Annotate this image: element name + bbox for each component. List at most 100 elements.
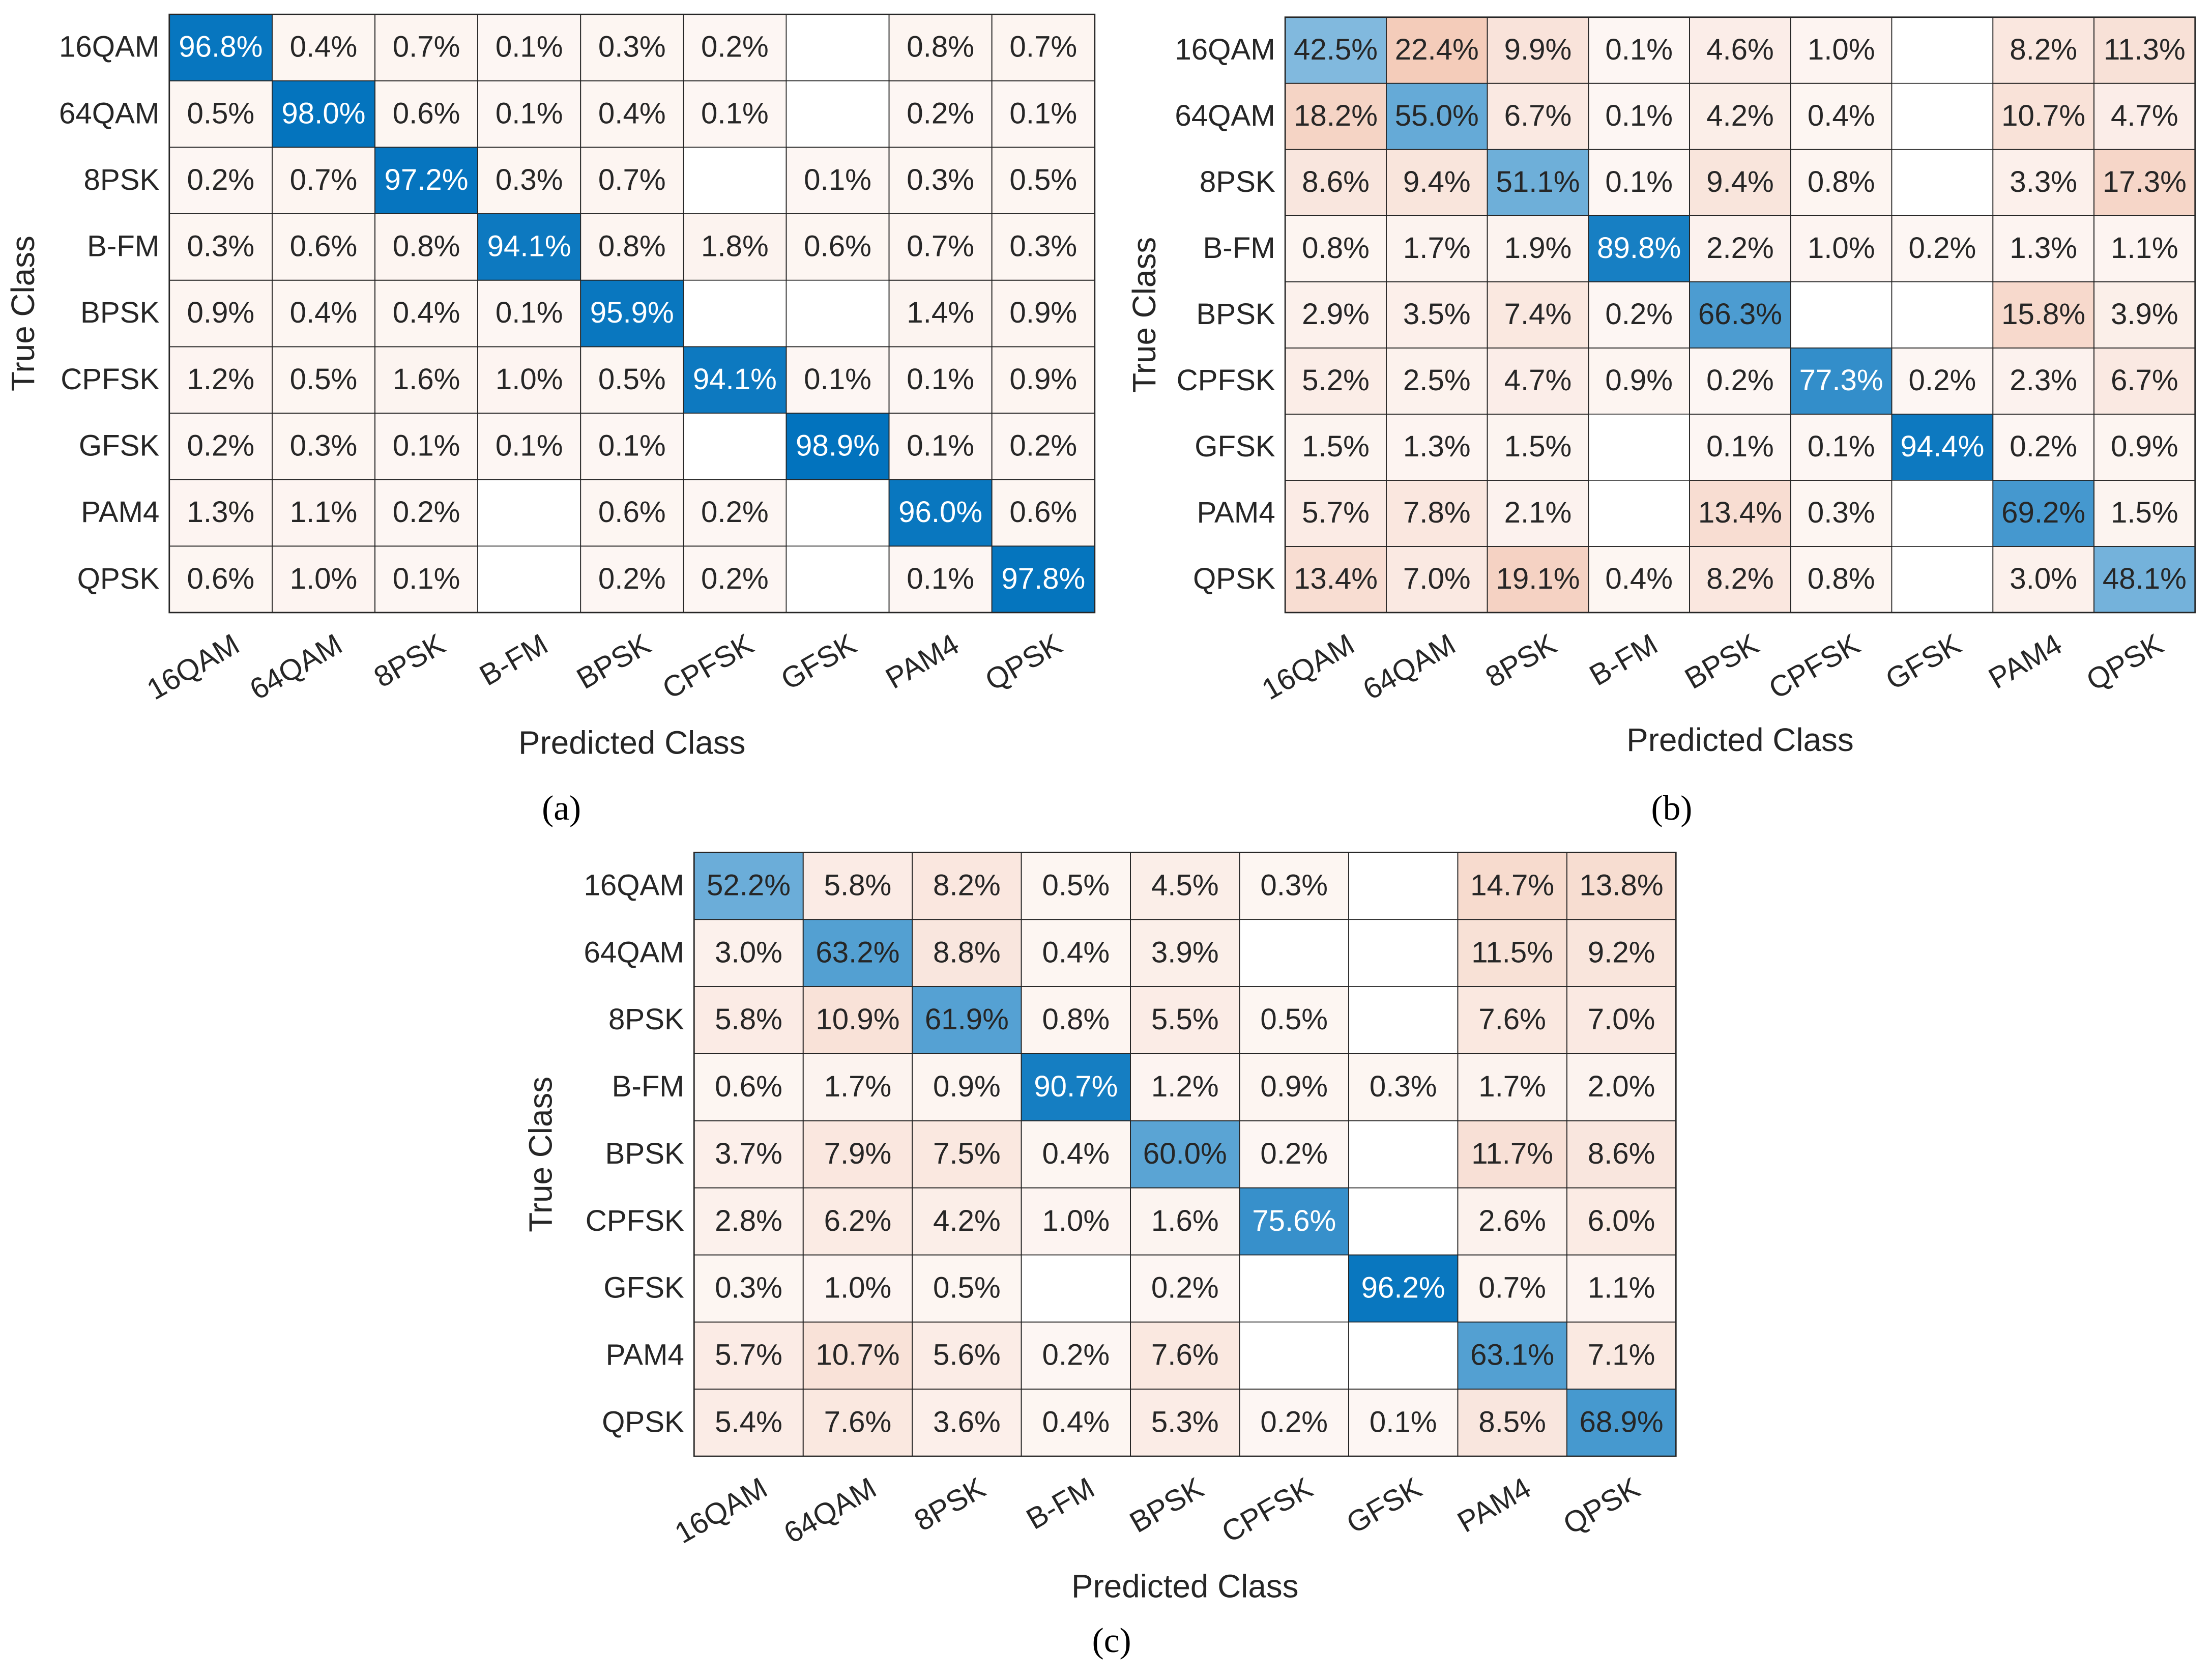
cell: [1487, 149, 1589, 216]
cell-label: 10.7%: [2001, 99, 2085, 132]
x-tick-label: BPSK: [1124, 1471, 1209, 1539]
cell: [1021, 1120, 1131, 1189]
empty-cell: [1891, 281, 1994, 349]
cell: [1487, 546, 1589, 613]
cell: [1689, 546, 1791, 613]
cell-label: 98.9%: [796, 429, 880, 462]
empty-cell: [785, 279, 890, 348]
cell-label: 0.6%: [804, 230, 871, 263]
empty-cell: [1348, 919, 1459, 987]
cell-label: 0.1%: [1605, 99, 1673, 132]
cell-label: 48.1%: [2103, 562, 2187, 595]
cell-label: 0.4%: [1042, 936, 1110, 969]
cell: [1487, 82, 1589, 150]
cell: [1992, 215, 2094, 282]
cell-label: 5.8%: [824, 869, 892, 902]
x-tick-label: 8PSK: [1480, 627, 1562, 694]
cell-label: 6.2%: [824, 1204, 892, 1237]
cell-label: 0.4%: [290, 31, 358, 64]
x-tick-label: B-FM: [1584, 627, 1663, 692]
cell-label: 0.6%: [393, 97, 460, 130]
x-tick-label: GFSK: [1341, 1471, 1428, 1540]
cell-label: 1.5%: [2111, 496, 2178, 529]
x-tick-label: 64QAM: [1357, 627, 1461, 706]
cell-label: 1.1%: [2111, 232, 2178, 265]
cell: [1891, 215, 1994, 282]
empty-cell: [1588, 480, 1690, 547]
cell-label: 9.9%: [1504, 33, 1572, 66]
cell-label: 3.9%: [2111, 298, 2178, 331]
cell-label: 77.3%: [1799, 364, 1883, 397]
x-axis-title: Predicted Class: [1626, 721, 1854, 758]
empty-cell: [1348, 1187, 1459, 1256]
y-tick-label: B-FM: [612, 1070, 684, 1103]
cell-label: 8.2%: [1706, 562, 1774, 595]
cell-label: 6.7%: [1504, 99, 1572, 132]
cell-label: 0.7%: [598, 163, 666, 196]
cell-label: 5.7%: [715, 1339, 782, 1372]
x-tick-label: QPSK: [2081, 627, 2169, 697]
y-tick-label: 16QAM: [1175, 33, 1275, 66]
cell-label: 0.3%: [1260, 869, 1328, 902]
cell-label: 0.3%: [1808, 496, 1875, 529]
x-tick-label: PAM4: [1452, 1471, 1536, 1539]
y-tick-label: 16QAM: [59, 31, 159, 64]
cell: [1130, 1388, 1240, 1457]
cell-label: 0.7%: [393, 31, 460, 64]
y-tick-label: CPFSK: [586, 1204, 684, 1237]
cell: [1386, 149, 1488, 216]
cell-label: 7.9%: [824, 1137, 892, 1170]
cell-label: 1.1%: [290, 496, 358, 529]
cell-label: 0.8%: [1042, 1003, 1110, 1036]
cell-label: 0.9%: [1009, 363, 1077, 396]
x-tick-label: 8PSK: [909, 1471, 991, 1538]
cell-label: 97.2%: [385, 163, 469, 196]
cell-label: 0.5%: [1260, 1003, 1328, 1036]
cell: [374, 147, 478, 214]
cell-label: 0.2%: [1909, 364, 1976, 397]
cell: [991, 346, 1095, 414]
cell: [1386, 281, 1488, 349]
cell-label: 0.2%: [1151, 1271, 1219, 1305]
cell-label: 89.8%: [1597, 232, 1681, 265]
cell: [1992, 414, 2094, 481]
cell-label: 3.6%: [933, 1405, 1001, 1438]
cell-label: 18.2%: [1294, 99, 1378, 132]
cell: [477, 147, 581, 214]
cell-label: 0.2%: [1260, 1137, 1328, 1170]
x-tick-label: PAM4: [1983, 627, 2068, 695]
cell-label: 0.2%: [393, 496, 460, 529]
cell: [912, 1321, 1022, 1390]
cell-label: 11.7%: [1471, 1137, 1553, 1170]
cell-label: 0.3%: [290, 429, 358, 462]
cell: [1487, 480, 1589, 547]
cell-label: 0.2%: [598, 562, 666, 595]
y-tick-label: PAM4: [606, 1339, 684, 1372]
x-tick-label: CPFSK: [1763, 627, 1866, 705]
cell: [785, 346, 890, 414]
y-tick-label: 64QAM: [584, 936, 684, 969]
cell-label: 3.0%: [715, 936, 782, 969]
empty-cell: [1790, 281, 1893, 349]
cell-label: 0.1%: [907, 429, 974, 462]
cell-label: 0.3%: [907, 163, 974, 196]
x-tick-label: CPFSK: [1216, 1471, 1319, 1549]
cell: [802, 919, 913, 987]
empty-cell: [1348, 852, 1459, 920]
cell: [1021, 986, 1131, 1054]
cell-label: 3.9%: [1151, 936, 1219, 969]
empty-cell: [1891, 149, 1994, 216]
cell-label: 0.1%: [496, 296, 563, 329]
y-tick-label: B-FM: [1203, 232, 1275, 265]
cell-label: 0.6%: [187, 562, 254, 595]
cell-label: 75.6%: [1252, 1204, 1336, 1237]
cell: [1457, 1053, 1567, 1121]
cell-label: 1.7%: [824, 1070, 892, 1103]
cell-label: 0.1%: [1706, 430, 1774, 463]
empty-cell: [1239, 1254, 1349, 1323]
cell-label: 0.8%: [907, 31, 974, 64]
cell-label: 66.3%: [1698, 298, 1782, 331]
cell: [1790, 16, 1893, 84]
cell-label: 0.4%: [1042, 1137, 1110, 1170]
plot-border: [168, 13, 1096, 614]
